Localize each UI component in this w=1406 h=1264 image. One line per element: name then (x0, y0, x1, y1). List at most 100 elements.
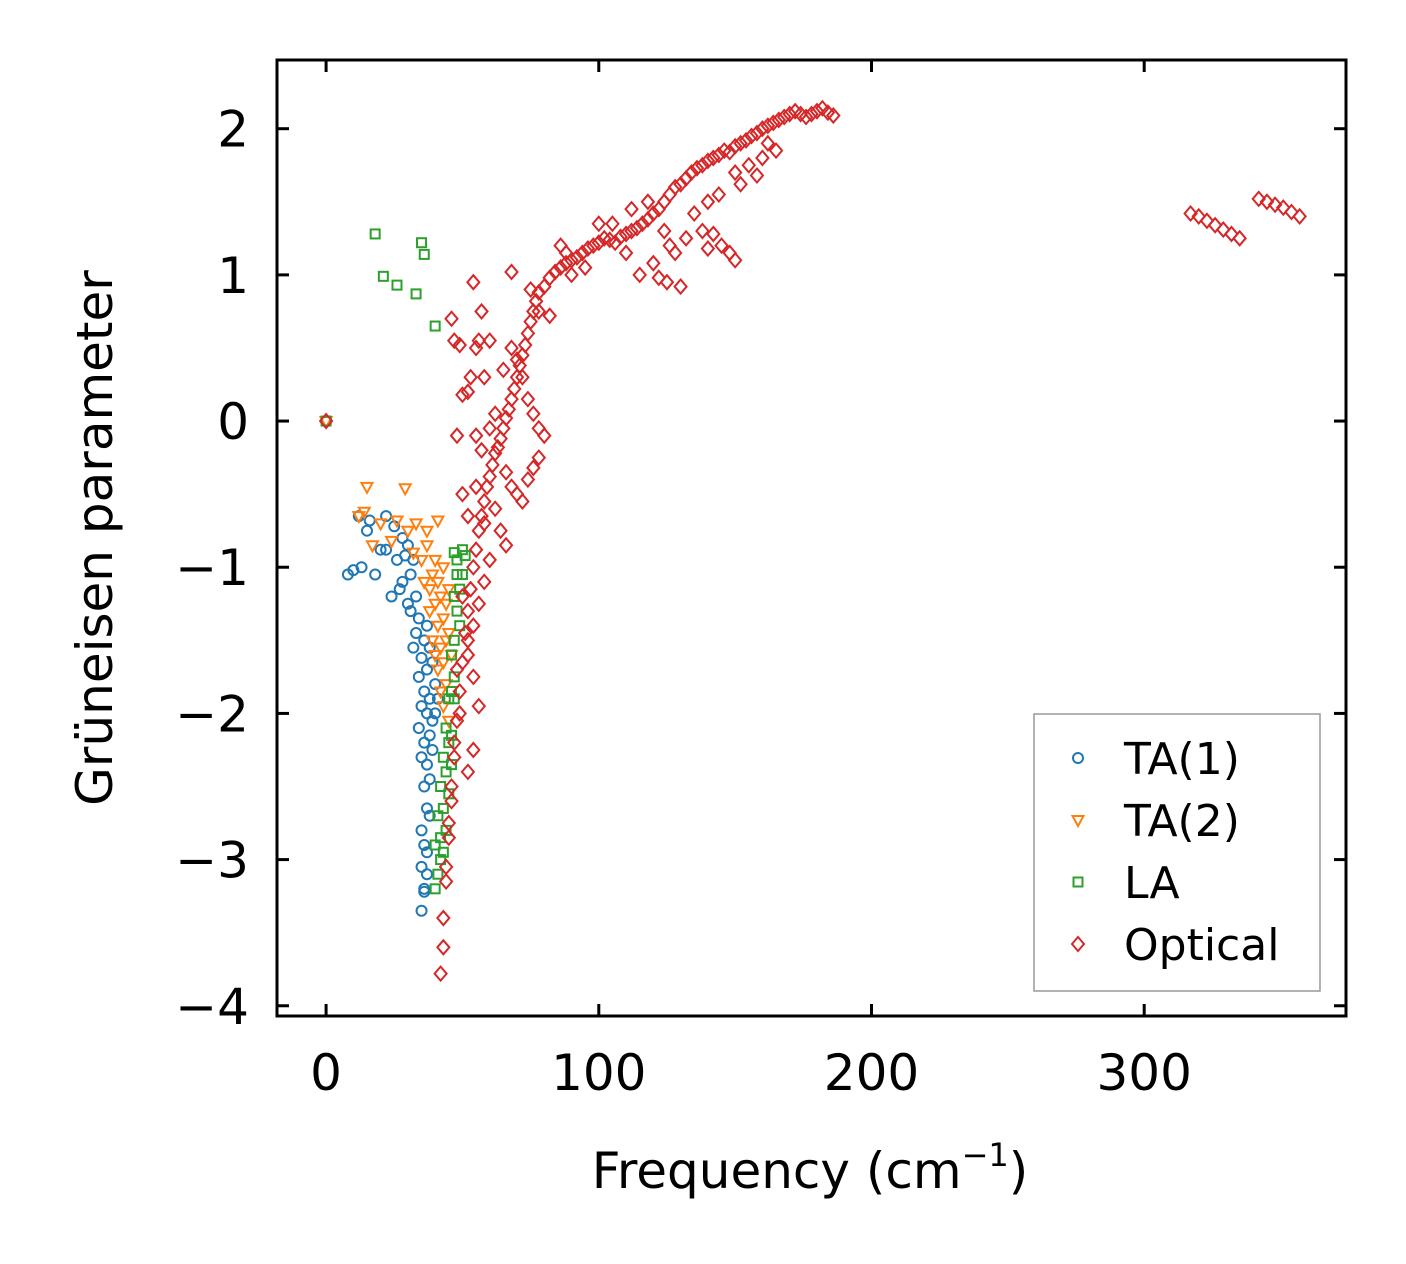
point-optical (564, 266, 579, 284)
legend-item: TA(1) (1072, 734, 1240, 785)
point-optical (741, 156, 757, 174)
point-optical (479, 478, 495, 496)
point-optical (526, 459, 541, 477)
point-ta-1 (363, 514, 376, 527)
point-optical (659, 273, 675, 291)
data-markers (318, 99, 1307, 983)
point-optical (506, 380, 522, 398)
point-optical (624, 222, 639, 240)
y-tick-label: 1 (217, 247, 249, 305)
x-tick-label: 200 (824, 1044, 919, 1102)
point-optical (798, 108, 814, 126)
point-ta-1 (380, 543, 393, 556)
point-ta-2 (422, 584, 437, 598)
point-optical (482, 468, 498, 486)
point-ta-2 (425, 569, 440, 583)
point-optical (700, 152, 716, 170)
point-ta-1 (360, 524, 373, 537)
point-ta-1 (423, 729, 436, 742)
point-optical (558, 254, 574, 272)
point-optical (526, 302, 541, 320)
x-tick-label: 100 (551, 1044, 646, 1102)
point-optical (755, 120, 770, 138)
point-ta-1 (410, 590, 423, 603)
point-optical (509, 351, 525, 369)
point-optical (542, 307, 558, 325)
x-tick-label: 0 (310, 1044, 342, 1102)
point-optical (444, 310, 459, 328)
point-optical (711, 185, 727, 204)
point-optical (444, 792, 459, 810)
point-optical (640, 210, 656, 228)
point-optical (446, 748, 462, 766)
legend: TA(1) TA(2) LA Optical (1033, 713, 1321, 992)
point-optical (441, 829, 457, 847)
point-optical (804, 105, 819, 123)
point-optical (700, 240, 716, 258)
point-ta-1 (420, 868, 433, 881)
point-ta-2 (427, 649, 443, 664)
point-optical (466, 617, 481, 635)
point-ta-2 (438, 598, 454, 612)
point-ta-1 (420, 619, 433, 632)
point-ta-1 (407, 641, 420, 654)
point-la (418, 248, 430, 260)
point-ta-2 (433, 591, 448, 605)
point-optical (749, 124, 765, 142)
point-optical (441, 814, 457, 832)
point-optical (569, 248, 585, 266)
point-ta-1 (418, 885, 431, 898)
point-optical (695, 222, 710, 240)
point-optical (520, 470, 536, 489)
point-ta-1 (415, 904, 428, 917)
point-la (446, 649, 458, 661)
point-optical (607, 234, 623, 252)
point-optical (493, 430, 508, 448)
legend-marker (1070, 815, 1086, 829)
point-optical (452, 682, 468, 701)
legend-marker (1072, 876, 1084, 888)
point-ta-1 (355, 561, 368, 574)
point-optical (1224, 225, 1239, 243)
point-optical (618, 225, 634, 243)
point-ta-2 (430, 664, 446, 678)
plot-frame (275, 58, 1348, 1018)
point-ta-1 (396, 575, 409, 588)
point-ta-2 (436, 562, 451, 576)
point-optical (476, 492, 492, 510)
point-optical (632, 266, 648, 284)
point-optical (558, 244, 574, 262)
point-optical (1199, 212, 1215, 230)
point-optical (501, 400, 517, 418)
point-optical (722, 143, 738, 161)
point-optical (482, 551, 498, 569)
point-optical (485, 456, 500, 474)
y-axis-label: Grüneisen parameter (66, 270, 124, 806)
legend-label: TA(1) (1123, 734, 1240, 785)
point-ta-1 (415, 651, 428, 664)
point-optical (1183, 204, 1198, 223)
point-la (451, 605, 463, 617)
point-ta-2 (422, 606, 437, 620)
point-la (448, 634, 460, 646)
point-optical (504, 263, 519, 281)
y-tick-label: −3 (175, 832, 249, 890)
point-optical (436, 909, 451, 927)
point-ta-2 (427, 554, 443, 569)
point-optical (553, 259, 568, 277)
point-optical (727, 251, 743, 269)
point-ta-2 (436, 613, 451, 627)
point-ta-1 (412, 612, 425, 625)
point-ta-1 (429, 707, 442, 720)
point-ta-1 (401, 597, 414, 610)
point-optical (474, 441, 489, 459)
point-optical (466, 273, 481, 291)
point-ta-1 (420, 758, 433, 771)
legend-item: Optical (1070, 920, 1279, 971)
point-ta-1 (420, 846, 433, 859)
point-optical (782, 105, 798, 123)
point-optical (318, 412, 334, 430)
point-ta-2 (430, 620, 446, 634)
point-optical (496, 419, 511, 437)
point-optical (449, 427, 465, 445)
